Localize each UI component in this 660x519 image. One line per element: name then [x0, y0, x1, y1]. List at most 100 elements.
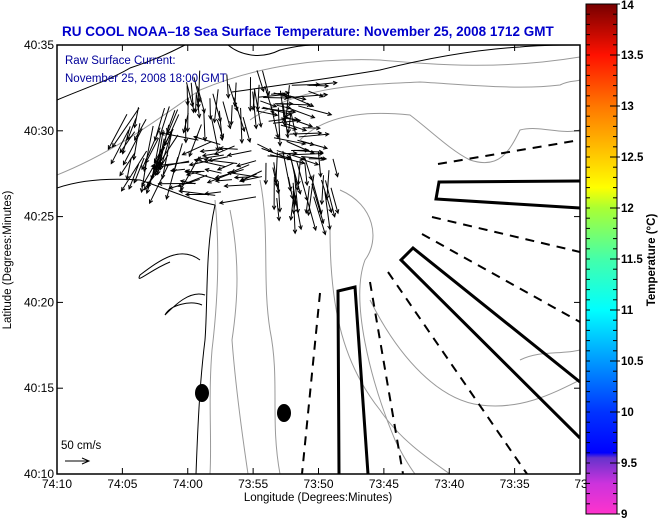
current-vector: [122, 128, 143, 166]
current-vector: [277, 180, 283, 213]
current-vector: [193, 92, 198, 114]
y-tick-label: 40:30: [24, 124, 54, 138]
current-vector: [208, 98, 213, 120]
current-vector: [304, 156, 313, 181]
dashed-radial: [421, 233, 580, 323]
x-tick-label: 74:10: [42, 477, 72, 491]
current-vector: [128, 163, 140, 190]
coastline-segment: [164, 293, 206, 316]
current-vector: [196, 70, 201, 109]
outlined-areas: [336, 179, 580, 474]
current-vector: [292, 186, 303, 231]
current-vector: [274, 101, 294, 106]
x-axis-label: Longitude (Degrees:Minutes): [244, 492, 392, 504]
current-vector: [319, 175, 325, 206]
bathymetry-contour: [299, 112, 580, 164]
buoy-marker: [195, 384, 209, 402]
current-vector: [230, 164, 250, 173]
current-vector: [107, 114, 128, 151]
current-vectors: [107, 70, 340, 236]
current-vector: [203, 191, 222, 196]
current-vector: [160, 131, 199, 141]
current-vector: [196, 154, 224, 161]
colorbar-tick-label: 12: [621, 203, 634, 215]
bathymetry-contour: [519, 349, 580, 361]
colorbar-tick-label: 11.5: [621, 254, 643, 266]
current-vector: [225, 74, 231, 99]
current-vector: [305, 196, 317, 232]
current-vector: [111, 107, 140, 148]
bathymetry-contour: [229, 209, 249, 474]
current-vector: [110, 129, 130, 165]
colorbar-tick-label: 12.5: [621, 152, 644, 164]
current-vector: [306, 174, 315, 217]
dashed-radial: [369, 281, 404, 474]
current-vector: [298, 132, 330, 138]
current-vector: [276, 197, 282, 222]
outlined-area: [434, 179, 580, 210]
current-vector: [291, 147, 310, 153]
current-vector: [271, 90, 291, 96]
current-vector: [233, 175, 251, 180]
current-vector: [308, 90, 325, 98]
bathymetry-contour: [339, 189, 416, 474]
current-vector: [280, 124, 298, 131]
current-vector: [256, 110, 279, 117]
current-vector: [242, 117, 252, 144]
current-vector: [282, 115, 314, 128]
current-vector: [185, 85, 190, 106]
current-vector: [178, 189, 216, 196]
current-vector: [210, 117, 220, 152]
x-tick-label: 74:00: [173, 477, 203, 491]
current-vector: [320, 179, 333, 214]
current-vector: [289, 95, 315, 108]
current-vector: [218, 196, 257, 205]
current-vector: [233, 97, 246, 133]
current-vector: [297, 139, 315, 147]
x-tick-label: 74:05: [107, 477, 137, 491]
current-vector: [226, 150, 252, 158]
colorbar-tick-label: 10.5: [621, 356, 644, 368]
current-vector: [263, 162, 269, 186]
current-vector: [268, 117, 287, 122]
current-vector: [160, 131, 173, 180]
current-vector: [330, 187, 340, 215]
current-vector: [131, 123, 141, 161]
current-vector: [290, 130, 323, 136]
plot-area: [57, 45, 580, 474]
x-tick-label: 73:55: [238, 477, 268, 491]
colorbar-tick-label: 9: [621, 509, 627, 519]
current-vector: [185, 98, 190, 133]
current-vector: [292, 190, 298, 235]
colorbar-tick-label: 11: [621, 305, 634, 317]
current-vector: [141, 127, 161, 171]
current-vector: [216, 162, 235, 171]
map-layers: [57, 45, 580, 474]
current-vector: [262, 70, 271, 97]
current-vector: [282, 150, 293, 192]
current-vector: [255, 84, 261, 112]
current-vector: [302, 125, 321, 131]
current-vector: [139, 162, 147, 194]
current-vector: [151, 160, 190, 171]
y-tick-label: 40:10: [24, 467, 54, 481]
current-vector: [291, 82, 321, 87]
current-vector: [324, 191, 332, 231]
map-title: RU COOL NOAA–18 Sea Surface Temperature:…: [62, 24, 554, 39]
current-vector: [248, 77, 253, 112]
current-vector: [222, 101, 232, 130]
dashed-radial: [301, 292, 321, 474]
current-vector: [157, 181, 196, 187]
current-vector: [311, 183, 325, 225]
legend-line-2: November 25, 2008 18:00 GMT: [65, 73, 227, 85]
y-axis: 40:35 40:30 40:25 40:20 40:15 40:10: [24, 38, 580, 481]
legend-line-1: Raw Surface Current:: [65, 55, 176, 67]
current-vector: [262, 106, 293, 116]
colorbar-tick-label: 13: [621, 101, 634, 113]
bathymetry-contour: [329, 229, 451, 474]
outlined-area: [398, 245, 580, 440]
current-vector: [282, 103, 290, 139]
current-vector: [298, 105, 333, 117]
current-vector: [285, 123, 308, 132]
